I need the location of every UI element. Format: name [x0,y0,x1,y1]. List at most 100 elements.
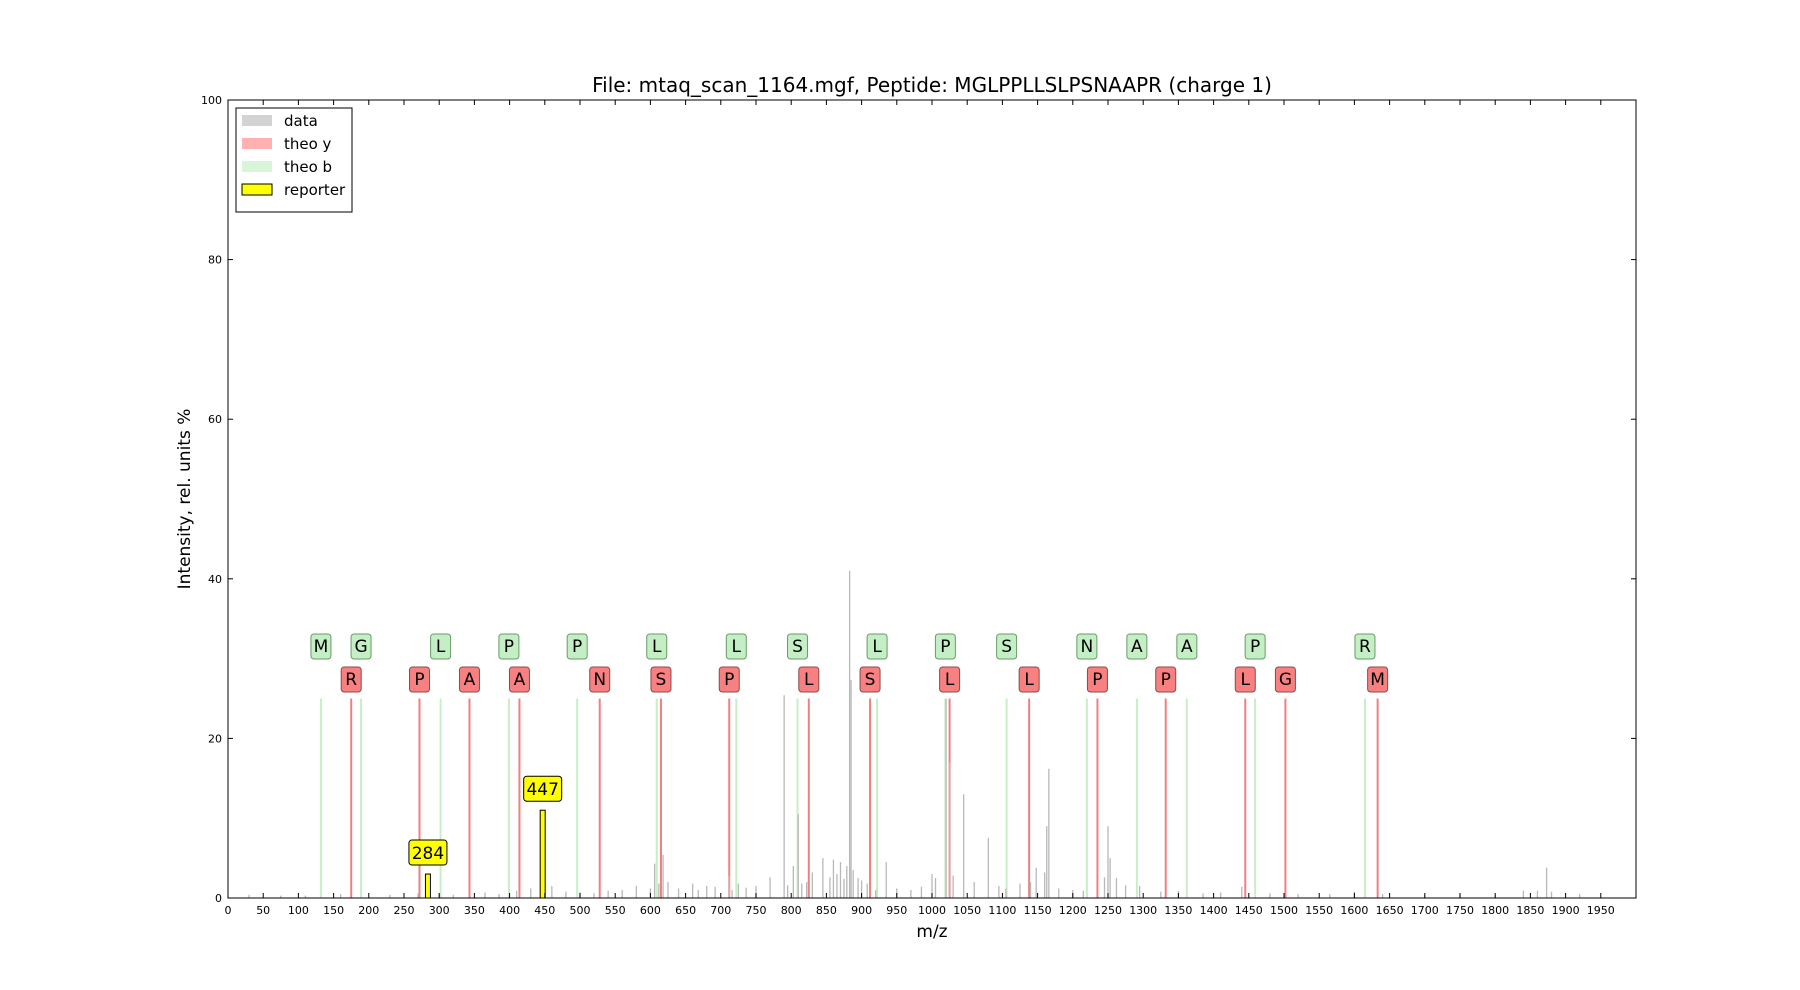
y-ion-label-text: S [865,670,876,690]
x-tick-label: 1850 [1516,904,1544,917]
y-ion-label: A [508,666,530,693]
x-tick-label: 150 [323,904,344,917]
legend-swatch [242,115,272,126]
x-tick-label: 450 [534,904,555,917]
y-tick-label: 0 [215,892,222,905]
x-tick-label: 1550 [1305,904,1333,917]
b-ion-label: L [646,633,668,660]
x-tick-label: 1400 [1200,904,1228,917]
y-ion-label-box [1086,666,1108,693]
y-ion-label: M [1367,666,1389,693]
y-ion-label-box [589,666,611,693]
y-tick-label: 60 [208,413,222,426]
x-tick-label: 1650 [1376,904,1404,917]
b-ion-label-text: L [872,637,882,657]
b-ion-label: A [1126,633,1148,660]
x-tick-label: 500 [570,904,591,917]
b-ion-label-box [866,633,888,660]
legend-label: theo b [284,158,332,176]
x-tick-label: 1750 [1446,904,1474,917]
y-tick-label: 40 [208,573,222,586]
x-tick-label: 1300 [1129,904,1157,917]
reporter-label: 447 [523,775,563,802]
y-ion-label-text: L [804,670,814,690]
b-ion-label-box [498,633,520,660]
b-ion-label-text: M [314,637,329,657]
b-ion-label-box [996,633,1018,660]
ion-labels: M G L P P L L S L P S N A A P RR P A A N S P L S L L P P L G M [310,633,1389,693]
y-ion-label-box [1234,666,1256,693]
b-ion-label: M [310,633,332,660]
b-ion-label: N [1076,633,1098,660]
b-ion-label: P [934,633,956,660]
x-tick-label: 1100 [988,904,1016,917]
y-ion-label: L [1018,666,1040,693]
y-ion-label-text: G [1279,670,1292,690]
y-ion-label-box [508,666,530,693]
x-tick-label: 750 [746,904,767,917]
y-ion-label-box [1155,666,1177,693]
b-ion-label: L [430,633,452,660]
b-ion-label: S [787,633,809,660]
chart-title: File: mtaq_scan_1164.mgf, Peptide: MGLPP… [592,73,1272,97]
x-tick-label: 1600 [1340,904,1368,917]
b-ion-label-text: L [732,637,742,657]
b-ion-label-box [1126,633,1148,660]
b-ion-label: P [1244,633,1266,660]
y-ion-label: A [458,666,480,693]
legend-swatch [242,138,272,149]
b-ion-label: L [725,633,747,660]
b-ion-label-text: P [572,637,582,657]
x-tick-label: 900 [851,904,872,917]
b-ion-label-text: L [652,637,662,657]
y-ion-label-box [340,666,362,693]
x-tick-label: 1000 [918,904,946,917]
b-ion-label: G [350,633,372,660]
y-ion-label: L [939,666,961,693]
b-ion-label-box [310,633,332,660]
x-tick-label: 0 [225,904,232,917]
y-ion-label-box [1367,666,1389,693]
b-ion-label: L [866,633,888,660]
b-ion-label-box [725,633,747,660]
legend-label: theo y [284,135,332,153]
y-ion-label: G [1274,666,1296,693]
y-tick-label: 100 [201,94,222,107]
reporter-label-text: 284 [412,844,444,864]
x-tick-label: 1950 [1587,904,1615,917]
b-ion-label-text: S [1001,637,1012,657]
b-ion-label-text: N [1081,637,1094,657]
plot-frame [227,99,1637,899]
x-tick-label: 550 [605,904,626,917]
b-ion-label-text: A [1181,637,1193,657]
y-ion-label: P [408,666,430,693]
legend: data theo y theo b reporter [235,107,353,213]
b-ion-label-box [1176,633,1198,660]
b-ion-label-box [430,633,452,660]
b-ion-label-text: L [436,637,446,657]
x-tick-label: 650 [675,904,696,917]
data-peaks [248,570,1581,898]
x-tick-label: 1150 [1024,904,1052,917]
y-ion-label-text: S [656,670,667,690]
y-axis-label: Intensity, rel. units % [175,409,195,590]
b-ion-label: S [996,633,1018,660]
b-ion-label: P [566,633,588,660]
b-ion-label-text: G [354,637,367,657]
y-ion-label-box [458,666,480,693]
x-tick-label: 1200 [1059,904,1087,917]
legend-swatch [242,161,272,172]
y-ion-label: L [1234,666,1256,693]
x-tick-label: 400 [499,904,520,917]
y-ion-label-text: L [1241,670,1251,690]
b-ion-label-box [787,633,809,660]
y-ion-label-box [859,666,881,693]
x-tick-label: 300 [429,904,450,917]
x-tick-label: 250 [394,904,415,917]
y-tick-label: 20 [208,732,222,745]
reporter-label-text: 447 [526,780,558,800]
y-ion-label-text: M [1370,670,1385,690]
axis-ticks: 0 50 100 150 200 250 300 350 400 450 500 550 600 650 7… [201,94,1636,917]
b-ion-label-text: P [1250,637,1260,657]
